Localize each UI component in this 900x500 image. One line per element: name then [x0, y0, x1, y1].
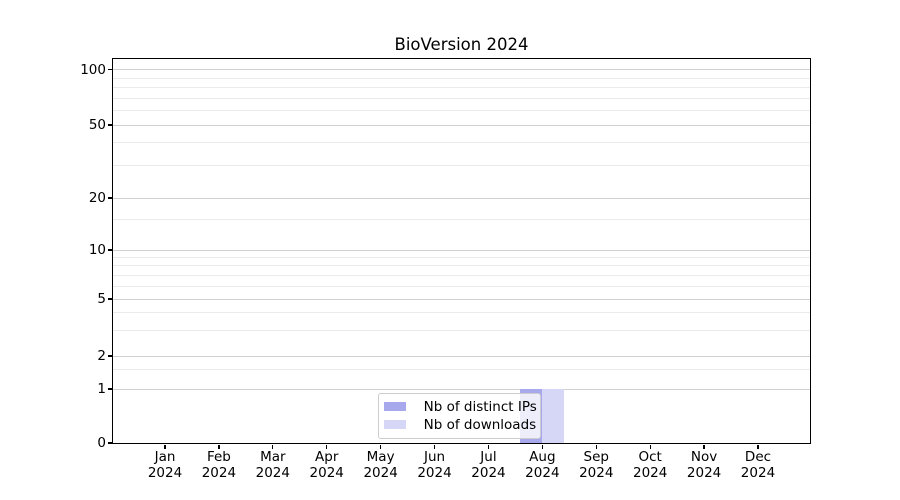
x-tick-label: Oct 2024	[632, 449, 668, 481]
x-tick-label: Jul 2024	[471, 449, 506, 481]
x-tick-label: Jun 2024	[417, 449, 452, 481]
x-tick-mark	[164, 444, 166, 449]
y-tick-mark	[108, 442, 113, 444]
legend-label-distinct-ips: Nb of distinct IPs	[423, 398, 537, 415]
x-tick-label: Feb 2024	[201, 449, 237, 481]
plot-area: Nb of distinct IPs Nb of downloads	[111, 57, 811, 444]
y-gridline-minor	[112, 330, 810, 332]
x-tick-mark	[487, 444, 490, 449]
y-gridline-minor	[112, 86, 810, 88]
x-tick-label: Jan 2024	[147, 449, 183, 481]
y-gridline-minor	[112, 369, 810, 371]
y-tick-mark	[108, 249, 113, 251]
x-tick-mark	[272, 444, 274, 449]
y-tick-mark	[108, 197, 113, 199]
y-tick-mark	[108, 298, 113, 300]
legend-row-distinct-ips: Nb of distinct IPs	[383, 398, 540, 416]
y-gridline-major	[112, 388, 810, 390]
y-tick-label: 1	[97, 381, 106, 397]
legend-row-downloads: Nb of downloads	[383, 416, 540, 434]
y-tick-mark	[108, 355, 113, 357]
x-tick-mark	[595, 444, 597, 449]
y-tick-mark	[108, 68, 113, 71]
y-gridline-minor	[112, 285, 810, 287]
x-tick-mark	[649, 444, 651, 449]
x-tick-label: Dec 2024	[740, 449, 776, 481]
y-gridline-minor	[112, 312, 810, 314]
y-gridline-minor	[112, 274, 810, 276]
x-tick-mark	[541, 444, 543, 449]
legend-swatch-distinct-ips	[383, 402, 406, 412]
y-tick-label: 100	[80, 61, 106, 78]
x-tick-label: Nov 2024	[686, 449, 722, 481]
y-gridline-major	[112, 355, 810, 357]
y-gridline-minor	[112, 165, 810, 167]
y-gridline-minor	[112, 110, 810, 111]
y-tick-mark	[108, 388, 113, 390]
x-tick-label: Mar 2024	[255, 449, 290, 481]
y-tick-label: 10	[88, 242, 106, 258]
x-tick-label: Apr 2024	[309, 449, 344, 481]
y-gridline-major	[112, 69, 810, 71]
y-gridline-minor	[112, 219, 810, 221]
y-gridline-minor	[112, 257, 810, 259]
y-tick-label: 50	[88, 117, 106, 133]
x-tick-label: Sep 2024	[579, 449, 614, 481]
y-gridline-minor	[112, 142, 810, 144]
x-tick-mark	[703, 444, 705, 449]
legend-label-downloads: Nb of downloads	[423, 416, 537, 433]
y-gridline-major	[112, 197, 810, 199]
x-tick-mark	[218, 444, 220, 449]
y-gridline-major	[112, 298, 810, 300]
x-tick-mark	[757, 444, 759, 449]
legend-swatch-downloads	[383, 420, 406, 430]
y-tick-label: 0	[97, 435, 106, 451]
y-tick-label: 2	[97, 348, 106, 364]
x-tick-mark	[326, 444, 328, 449]
y-tick-mark	[108, 124, 113, 126]
x-tick-label: Aug 2024	[525, 449, 560, 481]
y-gridline-minor	[112, 265, 810, 267]
legend: Nb of distinct IPs Nb of downloads	[377, 392, 541, 439]
bar-downloads	[541, 388, 564, 443]
y-gridline-major	[112, 249, 810, 251]
x-tick-mark	[433, 444, 436, 449]
x-tick-mark	[379, 444, 382, 449]
y-gridline-minor	[112, 77, 810, 79]
chart-title: BioVersion 2024	[394, 35, 529, 54]
y-gridline-major	[112, 124, 810, 126]
x-tick-label: May 2024	[363, 449, 398, 481]
y-tick-label: 20	[88, 190, 106, 206]
y-tick-label: 5	[97, 291, 106, 307]
y-gridline-minor	[112, 97, 810, 99]
